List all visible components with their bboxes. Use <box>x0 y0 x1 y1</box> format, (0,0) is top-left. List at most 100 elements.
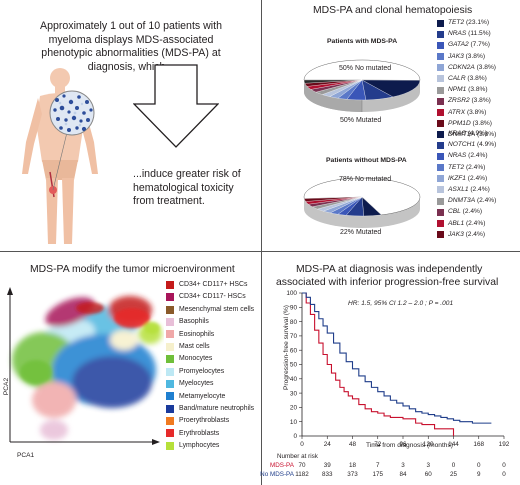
risk-table-cell: 70 <box>298 462 306 469</box>
gene-percentage: (11.5%) <box>466 30 491 38</box>
population-legend-label: Basophils <box>179 318 209 326</box>
risk-table-cell: 9 <box>476 471 481 478</box>
population-legend-label: Eosinophils <box>179 330 215 338</box>
population-legend-swatch <box>166 305 174 314</box>
with-mds-pa-pie <box>303 59 421 112</box>
without-mds-gene-legend-swatch <box>437 231 444 239</box>
risk-table-cell: 175 <box>372 471 383 478</box>
with-not-mutated-label: 50% No mutated <box>339 65 392 72</box>
gene-name: PPM1D <box>448 119 471 127</box>
with-mds-gene-legend-swatch <box>437 30 444 38</box>
gene-percentage: (4.9%) <box>465 130 488 137</box>
x-tick-label: 0 <box>300 441 304 448</box>
risk-table-cell: 3 <box>426 462 430 469</box>
pfs-title-line1: MDS-PA at diagnosis was independently <box>296 264 483 275</box>
risk-table-cell: 39 <box>323 462 331 469</box>
y-tick-label: 50 <box>290 362 298 369</box>
with-mds-gene-legend-swatch <box>437 120 444 128</box>
toxicity-risk-text: ...induce greater risk of hematological … <box>133 168 241 207</box>
with-mds-gene-legend-label: GATA2 (7.7%) <box>448 40 490 50</box>
without-mds-gene-legend-label: IKZF1 (2.4%) <box>448 174 487 184</box>
risk-table-cell: 0 <box>502 462 506 469</box>
gene-percentage: (2.4%) <box>468 185 490 193</box>
with-mds-gene-legend-label: NRAS (11.5%) <box>448 29 491 39</box>
without-mds-gene-legend-swatch <box>437 208 444 216</box>
gene-name: IKZF1 <box>448 174 466 182</box>
without-mds-gene-legend-swatch <box>437 220 444 227</box>
population-legend-label: Mast cells <box>179 342 210 350</box>
y-tick-label: 70 <box>290 333 298 340</box>
x-tick-label: 168 <box>473 441 484 448</box>
gene-percentage: (2.4%) <box>460 208 483 216</box>
pfs-x-axis-label: Time from diagnosis (months) <box>366 442 453 449</box>
y-tick-label: 10 <box>290 419 298 426</box>
with-mds-gene-legend-swatch <box>437 19 444 27</box>
gene-name: TET2 <box>448 163 465 171</box>
with-mds-gene-legend-label: NPM1 (3.8%) <box>448 85 488 95</box>
risk-table-cell: 0 <box>451 462 456 469</box>
without-mds-gene-legend-swatch <box>437 197 444 205</box>
y-tick-label: 0 <box>293 433 297 440</box>
without-mds-gene-legend-label: JAK3 (2.4%) <box>448 230 485 240</box>
population-legend-swatch <box>166 330 174 339</box>
population-legend-label: Myelocytes <box>179 380 214 388</box>
gene-name: GATA2 <box>448 41 469 49</box>
pca1-axis-label: PCA1 <box>17 452 35 459</box>
number-at-risk-table: MDS-PA 70 39 18 7 3 3 0 0 0 No MDS-PA 1182 833 373 175… <box>260 462 520 484</box>
gene-percentage: (23.1%) <box>464 19 490 26</box>
vertical-divider <box>261 0 262 485</box>
gene-percentage: (3.8%) <box>465 108 487 116</box>
x-tick-label: 96 <box>399 441 407 448</box>
myeloma-intro-text: Approximately 1 out of 10 patients with … <box>40 20 222 73</box>
with-mds-gene-legend-label: TET2 (23.1%) <box>448 18 489 28</box>
with-mds-gene-legend-swatch <box>437 86 444 94</box>
population-legend-label: Erythroblasts <box>179 429 220 437</box>
risk-table-cell: 60 <box>424 471 432 478</box>
risk-table-cell: 1182 <box>295 471 309 478</box>
pie-slice-not-mutated <box>303 59 421 81</box>
population-legend-swatch <box>166 355 174 364</box>
without-mds-gene-legend-swatch <box>437 152 444 160</box>
x-tick-label: 144 <box>448 441 459 448</box>
gene-percentage: (3.8%) <box>466 86 488 94</box>
with-mds-gene-legend-swatch <box>437 41 444 49</box>
gene-name: JAK3 <box>448 230 464 238</box>
with-mutated-label: 50% Mutated <box>340 117 382 124</box>
kaplan-meier-chart: 0 10 20 30 40 50 60 70 80 90 100 0 24 48 72 96 120 144 168… <box>286 290 509 448</box>
gene-name: ATRX <box>448 108 466 116</box>
pie-slice-jak3 <box>304 196 363 202</box>
pie-slice-not-mutated <box>303 177 421 216</box>
with-mds-gene-legend-swatch <box>437 75 444 83</box>
gene-percentage: (4.9%) <box>475 141 497 149</box>
population-legend-swatch <box>166 441 174 450</box>
with-mds-gene-legend-label: CALR (3.8%) <box>448 74 487 84</box>
gene-name: NRAS <box>448 30 467 38</box>
without-mds-gene-legend-label: TET2 (2.4%) <box>448 163 485 173</box>
population-legend-label: Band/mature neutrophils <box>179 404 255 412</box>
with-mds-gene-legend-label: JAK3 (3.8%) <box>448 52 485 62</box>
population-legend-swatch <box>166 379 174 388</box>
with-mds-gene-legend-label: PPM1D (3.8%) <box>448 119 492 129</box>
gene-name: KRAS <box>448 130 466 137</box>
population-legend-swatch <box>166 404 174 413</box>
without-mutated-label: 22% Mutated <box>340 229 382 236</box>
mds-pa-survival-curve <box>302 292 455 436</box>
y-tick-label: 100 <box>286 290 297 297</box>
y-tick-label: 80 <box>290 319 298 326</box>
gene-name: DNMT3A <box>448 197 476 205</box>
with-mds-gene-legend-label: CDKN2A (3.8%) <box>448 63 496 73</box>
population-legend-label: Metamyelocyte <box>179 392 226 400</box>
number-at-risk-title: Number at risk <box>277 453 318 460</box>
population-legend-label: Proerythroblasts <box>179 417 230 425</box>
without-mds-gene-legend-label: CBL (2.4%) <box>448 207 482 217</box>
bone-marrow-magnified-circle <box>49 90 95 136</box>
population-legend-swatch <box>166 280 174 289</box>
with-mds-gene-legend-label: ZRSR2 (3.8%) <box>448 96 491 106</box>
gene-percentage: (3.8%) <box>474 63 497 71</box>
risk-table-cell: 84 <box>399 471 407 478</box>
population-legend-label: CD34+ CD117- HSCs <box>179 293 246 301</box>
with-mds-gene-legend-swatch <box>437 97 444 105</box>
without-mds-gene-legend-label: NOTCH1 (4.9%) <box>448 140 496 150</box>
gene-name: CALR <box>448 74 466 82</box>
no-mds-pa-survival-curve <box>302 292 492 424</box>
